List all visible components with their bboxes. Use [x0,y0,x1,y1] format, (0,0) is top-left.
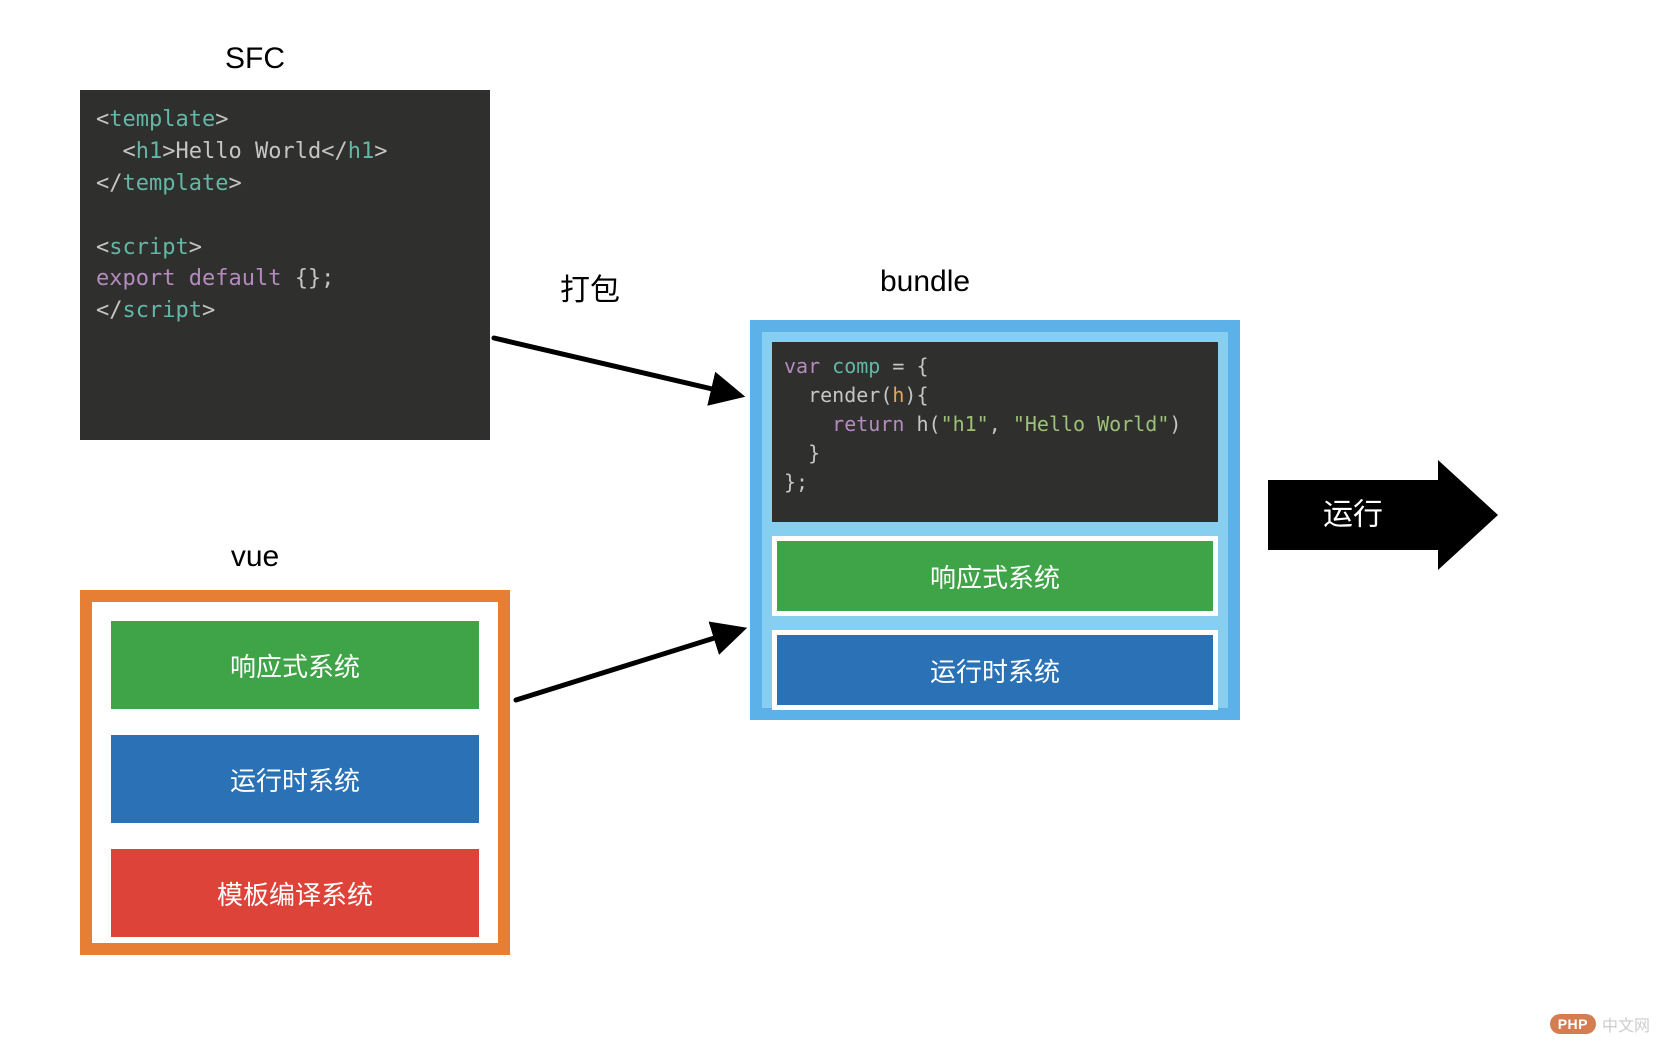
vue-system-2: 模板编译系统 [106,844,484,942]
vue-system-0: 响应式系统 [106,616,484,714]
svg-text:运行: 运行 [1323,499,1383,532]
bundle-system-1: 运行时系统 [772,630,1218,710]
vue-container: 响应式系统 运行时系统 模板编译系统 [80,590,510,955]
bundle-container: var comp = { render(h){ return h("h1", "… [750,320,1240,720]
bundle-system-0: 响应式系统 [772,536,1218,616]
label-sfc: SFC [135,42,375,76]
sfc-code-block: <template> <h1>Hello World</h1> </templa… [80,90,490,440]
label-vue: vue [135,540,375,574]
vue-system-1: 运行时系统 [106,730,484,828]
label-pack: 打包 [470,265,710,309]
diagram-canvas: SFC vue 打包 bundle <template> <h1>Hello W… [0,0,1664,1046]
watermark: PHP 中文网 [1550,1012,1650,1036]
watermark-text: 中文网 [1602,1012,1650,1036]
label-bundle: bundle [805,265,1045,299]
watermark-pill: PHP [1550,1014,1596,1034]
bundle-code-block: var comp = { render(h){ return h("h1", "… [772,342,1218,522]
